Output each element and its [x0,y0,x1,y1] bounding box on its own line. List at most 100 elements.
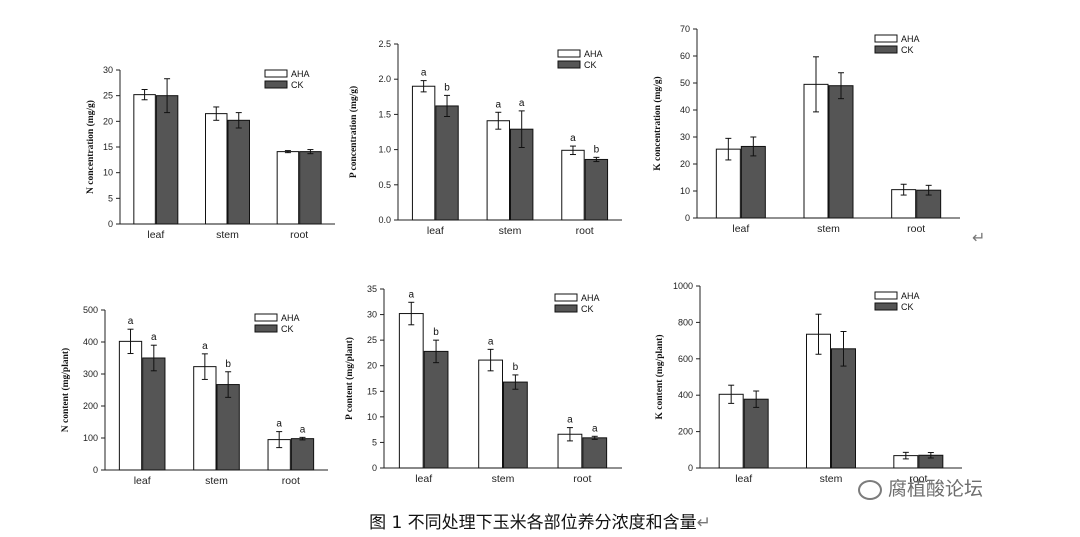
legend-swatch-aha [874,291,898,300]
bar-ck-root [582,437,608,469]
x-tick-label: root [282,475,300,487]
significance-label: a [570,133,576,144]
legend-label-aha: AHA [901,34,920,44]
legend-swatch-aha [874,34,898,43]
figure-caption: 图 1 不同处理下玉米各部位养分浓度和含量↵ [0,508,1080,533]
legend-swatch-ck [874,302,898,311]
y-axis-title: N content (mg/plant) [60,348,71,432]
y-axis-title: P content (mg/plant) [344,337,355,420]
y-tick-label: 30 [103,65,113,75]
y-tick-label: 15 [367,386,377,396]
x-tick-label: stem [817,223,840,235]
x-tick-label: stem [216,229,239,241]
significance-label: a [496,99,502,110]
caption-text: 图 1 不同处理下玉米各部位养分浓度和含量 [369,513,697,533]
bar-aha-stem [486,120,511,221]
y-tick-label: 10 [680,186,690,196]
significance-label: a [592,423,598,434]
y-tick-label: 5 [372,437,377,447]
y-tick-label: 10 [103,168,113,178]
x-tick-label: leaf [415,473,432,485]
bar-aha-stem [478,359,504,469]
significance-label: a [421,68,427,79]
chart-2: 0.0 0.5 1.0 1.5 2.0 2.5 P concentration (mg/g)… [348,39,622,237]
bar-ck-stem [828,85,854,219]
wechat-icon [858,479,882,500]
x-tick-label: leaf [134,475,151,487]
y-tick-label: 30 [680,132,690,142]
x-tick-label: root [576,225,594,237]
y-tick-label: 15 [103,142,113,152]
legend-label-aha: AHA [584,49,603,59]
chart-5: 0 5 10 15 20 25 30 35 P content (mg/plant) leaf a b… [344,284,622,485]
legend-label-ck: CK [901,302,914,312]
y-axis-title: K content (mg/plant) [654,335,665,420]
y-tick-label: 0 [93,465,98,475]
x-tick-label: leaf [147,229,164,241]
bar-aha-leaf [718,393,744,469]
y-tick-label: 1.5 [378,109,391,119]
watermark: 腐植酸论坛 [858,474,983,501]
x-tick-label: root [573,473,591,485]
legend-swatch-ck [264,80,288,89]
significance-label: b [513,362,519,373]
significance-label: a [151,332,157,343]
chart-1: 0 5 10 15 20 25 30 N concentration (mg/g) leaf st… [85,65,335,241]
chart-4: 0 100 200 300 400 500 N content (mg/plant) leaf… [60,305,328,487]
x-tick-label: stem [205,475,228,487]
legend-label-ck: CK [584,60,597,70]
legend-label-aha: AHA [281,313,300,323]
significance-label: a [408,289,414,300]
y-tick-label: 400 [83,337,98,347]
chart-3: 0 10 20 30 40 50 60 70 K concentration (mg/g) lea… [652,24,960,235]
legend-label-ck: CK [581,304,594,314]
bar-aha-root [561,149,585,221]
bar-ck-leaf [435,105,459,221]
significance-label: b [433,327,439,338]
significance-label: b [444,82,450,93]
legend-swatch-aha [557,49,581,58]
y-tick-label: 25 [367,335,377,345]
y-tick-label: 70 [680,24,690,34]
y-tick-label: 35 [367,284,377,294]
y-tick-label: 20 [367,361,377,371]
legend-label-ck: CK [281,324,294,334]
legend-label-aha: AHA [581,293,600,303]
bar-aha-stem [193,366,217,471]
legend-swatch-ck [874,45,898,54]
significance-label: a [202,341,208,352]
legend-label-ck: CK [901,45,914,55]
y-tick-label: 800 [678,317,693,327]
significance-label: a [276,419,282,430]
bar-aha-leaf [411,85,436,221]
bar-ck-root [299,151,322,225]
legend-swatch-ck [554,304,578,313]
legend-label-aha: AHA [291,69,310,79]
x-tick-label: stem [499,225,522,237]
significance-label: b [594,144,600,155]
bar-ck-root [584,158,609,221]
significance-label: b [225,359,231,370]
x-tick-label: leaf [735,473,752,485]
legend-swatch-aha [264,69,288,78]
y-tick-label: 0.5 [378,180,391,190]
x-tick-label: stem [820,473,843,485]
y-tick-label: 0.0 [378,215,391,225]
y-tick-label: 400 [678,390,693,400]
y-tick-label: 40 [680,105,690,115]
legend-label-aha: AHA [901,291,920,301]
bar-ck-stem [831,348,856,469]
x-tick-label: leaf [732,223,749,235]
x-tick-label: leaf [427,225,444,237]
y-tick-label: 5 [108,193,113,203]
y-axis-title: P concentration (mg/g) [348,86,359,178]
legend-swatch-ck [254,324,278,333]
x-tick-label: root [290,229,308,241]
y-tick-label: 600 [678,354,693,364]
bar-ck-leaf [743,398,769,469]
y-tick-label: 25 [103,91,113,101]
y-tick-label: 200 [83,401,98,411]
bar-aha-leaf [398,313,424,469]
y-tick-label: 20 [103,116,113,126]
x-tick-label: root [909,473,927,485]
